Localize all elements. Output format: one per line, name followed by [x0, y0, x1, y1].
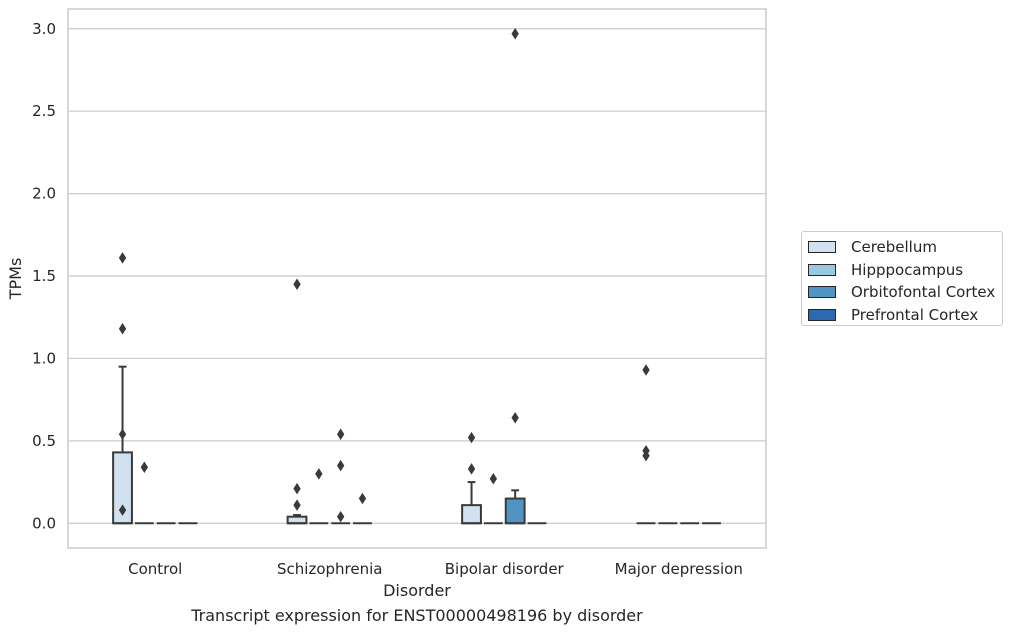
legend-label: Orbitofontal Cortex	[851, 283, 996, 302]
outlier-point	[511, 27, 519, 40]
box-cerebellum	[286, 278, 308, 525]
chart-caption: Transcript expression for ENST0000049819…	[191, 606, 643, 625]
x-tick-label: Control	[128, 560, 182, 578]
plot-frame	[67, 8, 767, 549]
box-hipppocampus	[483, 473, 503, 525]
outlier-point	[118, 252, 127, 264]
x-tick-label: Major depression	[615, 560, 743, 578]
y-tick-label: 2.5	[32, 102, 56, 120]
outlier-point	[511, 412, 519, 424]
outlier-point	[642, 449, 650, 462]
outlier-point	[336, 459, 345, 472]
outlier-point	[358, 492, 367, 505]
y-tick-label: 1.0	[32, 349, 56, 367]
legend-swatch	[808, 241, 836, 254]
y-tick-label: 3.0	[32, 20, 56, 38]
x-tick-label: Schizophrenia	[277, 560, 382, 578]
legend-item: Orbitofontal Cortex	[808, 281, 1002, 304]
box-hipppocampus	[134, 461, 154, 525]
outlier-point	[336, 510, 345, 523]
outlier-point	[467, 431, 476, 444]
legend-item: Cerebellum	[808, 236, 1002, 259]
legend-swatch	[808, 308, 836, 321]
box-cerebellum	[461, 431, 482, 525]
box-orbitofontal-cortex	[331, 428, 351, 525]
box-orbitofontal-cortex	[504, 27, 526, 525]
outlier-point	[293, 499, 301, 511]
y-tick-label: 0.0	[32, 514, 56, 532]
box-cerebellum	[112, 252, 133, 525]
box-iqr	[461, 504, 482, 525]
box-hipppocampus	[309, 468, 329, 525]
y-axis-label: TPMs	[6, 258, 25, 301]
box-prefrontal-cortex	[353, 492, 372, 525]
outlier-point	[315, 468, 323, 480]
legend-label: Prefrontal Cortex	[851, 305, 979, 324]
outlier-point	[140, 461, 149, 473]
legend-swatch	[808, 286, 836, 299]
outlier-point	[467, 463, 476, 475]
legend-item: Hipppocampus	[808, 259, 1002, 282]
y-tick-label: 0.5	[32, 432, 56, 450]
outlier-point	[293, 482, 301, 495]
y-tick-label: 2.0	[32, 185, 56, 203]
outlier-point	[118, 323, 127, 335]
x-tick-label: Bipolar disorder	[445, 560, 565, 578]
legend-label: Cerebellum	[851, 238, 937, 257]
legend: Cerebellum Hipppocampus Orbitofontal Corte…	[801, 231, 1003, 326]
y-tick-label: 1.5	[32, 267, 56, 285]
outlier-point	[293, 278, 301, 291]
x-axis-label: Disorder	[383, 581, 451, 600]
legend-item: Prefrontal Cortex	[808, 304, 1002, 327]
outlier-point	[642, 364, 650, 376]
outlier-point	[336, 428, 345, 441]
outlier-point	[118, 504, 127, 516]
box-iqr	[504, 497, 526, 525]
legend-label: Hipppocampus	[851, 260, 964, 279]
legend-swatch	[808, 263, 836, 276]
box-cerebellum	[636, 364, 656, 525]
outlier-point	[489, 473, 498, 485]
outlier-point	[118, 428, 127, 441]
plot-area	[68, 9, 766, 548]
